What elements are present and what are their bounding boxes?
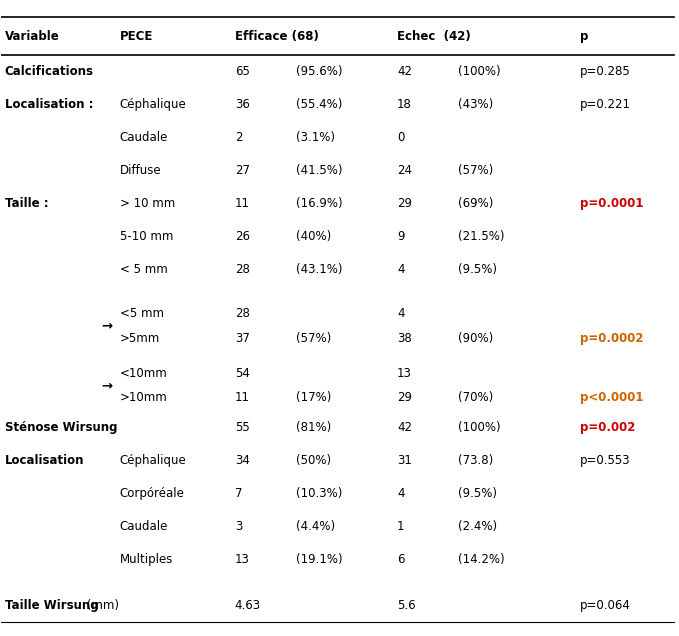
Text: (57%): (57%): [458, 164, 493, 177]
Text: (90%): (90%): [458, 332, 493, 345]
Text: →: →: [100, 379, 112, 392]
Text: (16.9%): (16.9%): [295, 197, 342, 211]
Text: 24: 24: [397, 164, 412, 177]
Text: 5.6: 5.6: [397, 599, 416, 612]
Text: 34: 34: [235, 453, 250, 467]
Text: 28: 28: [235, 307, 250, 321]
Text: <10mm: <10mm: [120, 367, 168, 380]
Text: (81%): (81%): [295, 420, 331, 434]
Text: (19.1%): (19.1%): [295, 553, 342, 566]
Text: Taille :: Taille :: [5, 197, 48, 211]
Text: Calcifications: Calcifications: [5, 65, 94, 78]
Text: >5mm: >5mm: [120, 332, 160, 345]
Text: p=0.221: p=0.221: [580, 98, 631, 111]
Text: Sténose Wirsung: Sténose Wirsung: [5, 420, 117, 434]
Text: 37: 37: [235, 332, 250, 345]
Text: (17%): (17%): [295, 391, 331, 404]
Text: (14.2%): (14.2%): [458, 553, 504, 566]
Text: 55: 55: [235, 420, 249, 434]
Text: 42: 42: [397, 420, 412, 434]
Text: 6: 6: [397, 553, 405, 566]
Text: 27: 27: [235, 164, 250, 177]
Text: p: p: [580, 30, 588, 43]
Text: 13: 13: [235, 553, 250, 566]
Text: 36: 36: [235, 98, 250, 111]
Text: Céphalique: Céphalique: [120, 98, 187, 111]
Text: 54: 54: [235, 367, 250, 380]
Text: p<0.0001: p<0.0001: [580, 391, 643, 404]
Text: 3: 3: [235, 520, 242, 533]
Text: (41.5%): (41.5%): [295, 164, 342, 177]
Text: p=0.064: p=0.064: [580, 599, 630, 612]
Text: 2: 2: [235, 131, 242, 144]
Text: (10.3%): (10.3%): [295, 487, 342, 500]
Text: (43.1%): (43.1%): [295, 263, 342, 277]
Text: →: →: [100, 319, 112, 333]
Text: Echec  (42): Echec (42): [397, 30, 471, 43]
Text: (4.4%): (4.4%): [295, 520, 335, 533]
Text: (100%): (100%): [458, 420, 500, 434]
Text: 11: 11: [235, 391, 250, 404]
Text: Localisation: Localisation: [5, 453, 84, 467]
Text: 13: 13: [397, 367, 412, 380]
Text: Caudale: Caudale: [120, 520, 168, 533]
Text: <5 mm: <5 mm: [120, 307, 164, 321]
Text: p=0.0001: p=0.0001: [580, 197, 643, 211]
Text: PECE: PECE: [120, 30, 153, 43]
Text: (mm): (mm): [83, 599, 119, 612]
Text: 29: 29: [397, 391, 412, 404]
Text: 42: 42: [397, 65, 412, 78]
Text: 9: 9: [397, 230, 405, 244]
Text: Efficace (68): Efficace (68): [235, 30, 318, 43]
Text: (50%): (50%): [295, 453, 331, 467]
Text: (70%): (70%): [458, 391, 493, 404]
Text: (43%): (43%): [458, 98, 493, 111]
Text: Diffuse: Diffuse: [120, 164, 162, 177]
Text: 7: 7: [235, 487, 242, 500]
Text: 1: 1: [397, 520, 405, 533]
Text: 26: 26: [235, 230, 250, 244]
Text: Corpóréale: Corpóréale: [120, 487, 185, 500]
Text: (100%): (100%): [458, 65, 500, 78]
Text: (57%): (57%): [295, 332, 331, 345]
Text: p=0.002: p=0.002: [580, 420, 635, 434]
Text: < 5 mm: < 5 mm: [120, 263, 168, 277]
Text: 4.63: 4.63: [235, 599, 261, 612]
Text: 4: 4: [397, 307, 405, 321]
Text: Céphalique: Céphalique: [120, 453, 187, 467]
Text: (21.5%): (21.5%): [458, 230, 504, 244]
Text: (55.4%): (55.4%): [295, 98, 342, 111]
Text: 38: 38: [397, 332, 411, 345]
Text: (69%): (69%): [458, 197, 493, 211]
Text: (9.5%): (9.5%): [458, 263, 497, 277]
Text: Variable: Variable: [5, 30, 60, 43]
Text: p=0.285: p=0.285: [580, 65, 630, 78]
Text: (3.1%): (3.1%): [295, 131, 335, 144]
Text: 11: 11: [235, 197, 250, 211]
Text: (73.8): (73.8): [458, 453, 493, 467]
Text: 31: 31: [397, 453, 412, 467]
Text: Caudale: Caudale: [120, 131, 168, 144]
Text: 29: 29: [397, 197, 412, 211]
Text: (40%): (40%): [295, 230, 331, 244]
Text: (2.4%): (2.4%): [458, 520, 497, 533]
Text: (95.6%): (95.6%): [295, 65, 342, 78]
Text: 4: 4: [397, 487, 405, 500]
Text: 28: 28: [235, 263, 250, 277]
Text: 0: 0: [397, 131, 405, 144]
Text: p=0.553: p=0.553: [580, 453, 630, 467]
Text: > 10 mm: > 10 mm: [120, 197, 175, 211]
Text: p=0.0002: p=0.0002: [580, 332, 643, 345]
Text: 4: 4: [397, 263, 405, 277]
Text: Localisation :: Localisation :: [5, 98, 93, 111]
Text: >10mm: >10mm: [120, 391, 168, 404]
Text: 5-10 mm: 5-10 mm: [120, 230, 173, 244]
Text: Multiples: Multiples: [120, 553, 173, 566]
Text: (9.5%): (9.5%): [458, 487, 497, 500]
Text: Taille Wirsung: Taille Wirsung: [5, 599, 98, 612]
Text: 65: 65: [235, 65, 250, 78]
Text: 18: 18: [397, 98, 412, 111]
